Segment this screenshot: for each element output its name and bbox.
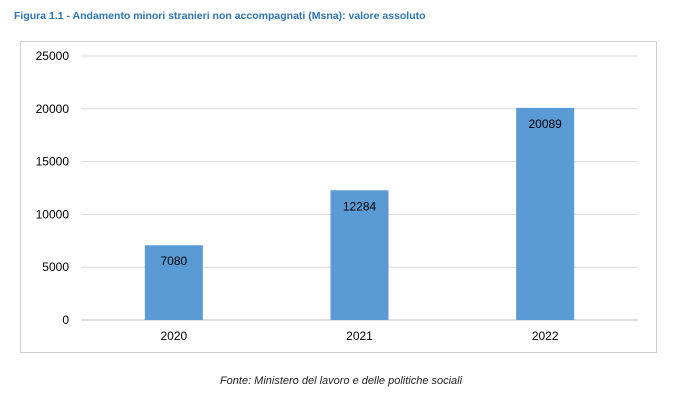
bar-chart: 0 5000 10000 15000 20000 25000 7080 2020 12284 20…	[36, 49, 638, 343]
y-tick-label: 10000	[36, 207, 70, 221]
y-tick-label: 0	[62, 313, 69, 327]
bar	[144, 245, 203, 320]
data-label: 7080	[160, 254, 187, 268]
bar	[516, 107, 575, 320]
y-tick-label: 15000	[36, 155, 70, 169]
bar	[330, 190, 389, 320]
y-tick-label: 25000	[36, 49, 70, 63]
data-label: 12284	[343, 199, 377, 213]
y-tick-label: 20000	[36, 102, 70, 116]
x-tick-label: 2020	[160, 329, 187, 343]
source-caption: Fonte: Ministero del lavoro e delle poli…	[219, 375, 463, 387]
y-tick-label: 5000	[42, 260, 69, 274]
x-tick-label: 2021	[346, 329, 373, 343]
chart-frame: 0 5000 10000 15000 20000 25000 7080 2020 12284 20…	[20, 41, 657, 353]
chart-title: Figura 1.1 - Andamento minori stranieri …	[14, 10, 426, 22]
x-tick-label: 2022	[532, 329, 559, 343]
data-label: 20089	[528, 117, 562, 131]
